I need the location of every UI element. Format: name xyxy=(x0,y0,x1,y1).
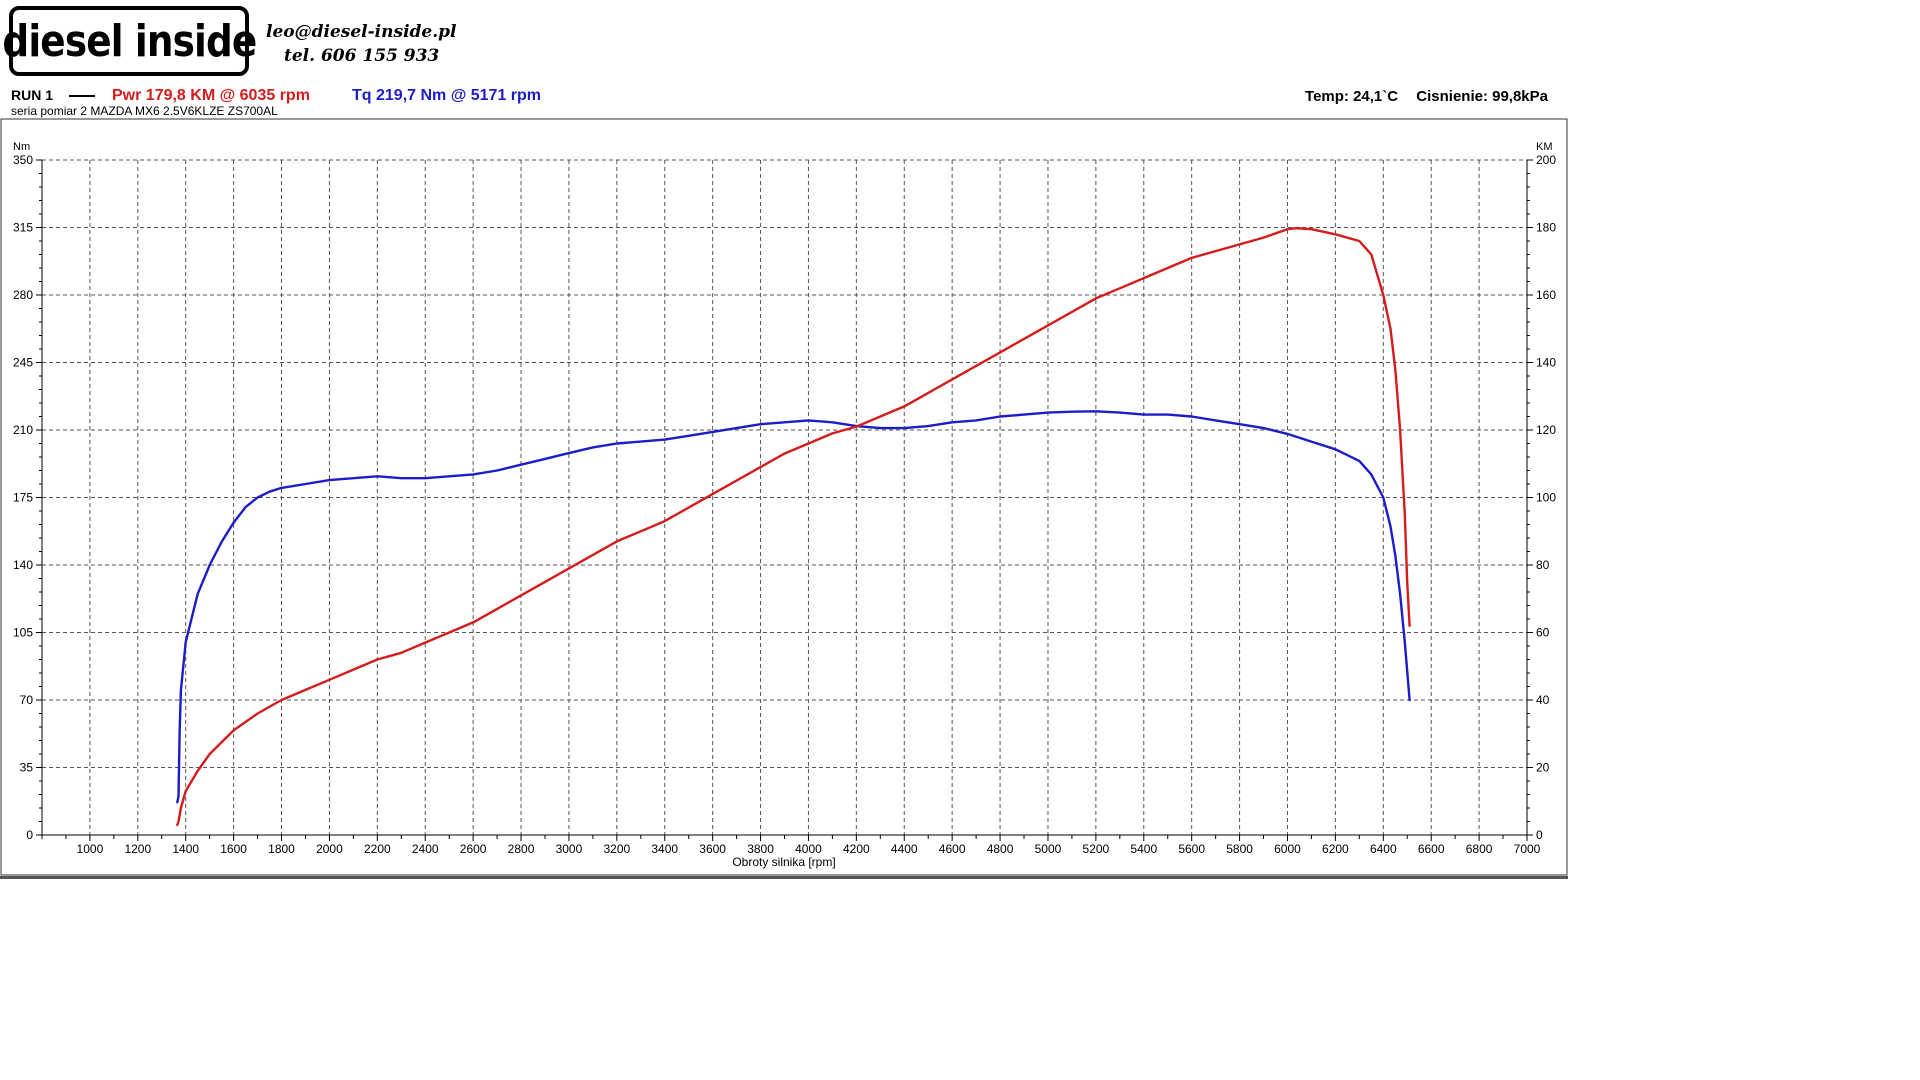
y-tick-label-left: 210 xyxy=(13,423,33,437)
x-tick-label: 3400 xyxy=(651,842,678,856)
x-tick-label: 6800 xyxy=(1466,842,1493,856)
y-tick-label-left: 0 xyxy=(26,828,33,842)
x-tick-label: 1600 xyxy=(220,842,247,856)
bottom-rule xyxy=(0,876,1568,879)
logo-text: diesel inside xyxy=(1,15,257,67)
x-tick-label: 1400 xyxy=(172,842,199,856)
x-tick-label: 1000 xyxy=(77,842,104,856)
y-tick-label-left: 35 xyxy=(20,761,34,775)
y-tick-label-left: 70 xyxy=(20,693,34,707)
x-tick-label: 2000 xyxy=(316,842,343,856)
y-axis-label-right: KM xyxy=(1536,141,1553,153)
power-curve xyxy=(176,227,1411,827)
x-tick-label: 3800 xyxy=(747,842,774,856)
x-tick-label: 1800 xyxy=(268,842,295,856)
chart-grid xyxy=(42,159,1528,835)
x-tick-label: 6000 xyxy=(1274,842,1301,856)
x-tick-label: 2400 xyxy=(412,842,439,856)
logo: diesel inside xyxy=(2,6,257,76)
temperature-readout: Temp: 24,1`C xyxy=(1305,88,1399,105)
contact-info: leo@diesel-inside.pl tel. 606 155 933 xyxy=(266,20,457,68)
y-tick-label-right: 0 xyxy=(1536,828,1543,842)
y-tick-label-left: 140 xyxy=(13,558,33,572)
x-tick-label: 5600 xyxy=(1178,842,1205,856)
y-tick-label-left: 175 xyxy=(13,491,33,505)
y-tick-label-right: 200 xyxy=(1536,153,1556,167)
y-tick-label-right: 40 xyxy=(1536,693,1550,707)
chart-ticks: 1000 1200 1400 1600 1800 2000 2200 2400 2600 2800… xyxy=(13,153,1556,856)
x-tick-label: 4200 xyxy=(843,842,870,856)
x-tick-label: 7000 xyxy=(1514,842,1541,856)
y-tick-label-left: 315 xyxy=(13,221,33,235)
x-tick-label: 1200 xyxy=(124,842,151,856)
dyno-chart: 1000 1200 1400 1600 1800 2000 2200 2400 2600 2800… xyxy=(0,118,1568,876)
y-tick-label-left: 245 xyxy=(13,356,33,370)
y-tick-label-right: 100 xyxy=(1536,491,1556,505)
power-summary: Pwr 179,8 KM @ 6035 rpm xyxy=(112,87,310,104)
x-tick-label: 4800 xyxy=(987,842,1014,856)
x-tick-label: 4000 xyxy=(795,842,822,856)
torque-curve xyxy=(176,410,1411,804)
x-tick-label: 2600 xyxy=(460,842,487,856)
y-tick-label-right: 80 xyxy=(1536,558,1550,572)
pressure-readout: Cisnienie: 99,8kPa xyxy=(1416,88,1548,105)
x-tick-label: 3600 xyxy=(699,842,726,856)
contact-email: leo@diesel-inside.pl xyxy=(266,22,457,42)
x-tick-label: 3000 xyxy=(556,842,583,856)
x-tick-label: 6600 xyxy=(1418,842,1445,856)
y-tick-label-left: 280 xyxy=(13,288,33,302)
measurement-subtitle: seria pomiar 2 MAZDA MX6 2.5V6KLZE ZS700… xyxy=(11,104,278,118)
y-tick-label-right: 20 xyxy=(1536,761,1550,775)
x-tick-label: 5400 xyxy=(1130,842,1157,856)
chart-series xyxy=(176,227,1411,827)
x-tick-label: 2800 xyxy=(508,842,535,856)
y-tick-label-left: 350 xyxy=(13,153,33,167)
contact-phone: tel. 606 155 933 xyxy=(284,46,440,66)
y-tick-label-right: 140 xyxy=(1536,356,1556,370)
x-axis-label: Obroty silnika [rpm] xyxy=(732,855,835,869)
run-legend-line xyxy=(69,95,95,97)
x-tick-label: 6400 xyxy=(1370,842,1397,856)
x-tick-label: 2200 xyxy=(364,842,391,856)
x-tick-label: 3200 xyxy=(603,842,630,856)
y-tick-label-right: 160 xyxy=(1536,288,1556,302)
y-tick-label-right: 180 xyxy=(1536,221,1556,235)
environment-readout: Temp: 24,1`C Cisnienie: 99,8kPa xyxy=(1291,88,1548,105)
y-tick-label-left: 105 xyxy=(13,626,33,640)
y-axis-label-left: Nm xyxy=(13,141,30,153)
torque-summary: Tq 219,7 Nm @ 5171 rpm xyxy=(352,87,542,104)
x-tick-label: 5200 xyxy=(1083,842,1110,856)
x-tick-label: 4600 xyxy=(939,842,966,856)
x-tick-label: 6200 xyxy=(1322,842,1349,856)
y-tick-label-right: 60 xyxy=(1536,626,1550,640)
x-tick-label: 5000 xyxy=(1035,842,1062,856)
x-tick-label: 5800 xyxy=(1226,842,1253,856)
y-tick-label-right: 120 xyxy=(1536,423,1556,437)
run-label: RUN 1 xyxy=(11,87,54,103)
x-tick-label: 4400 xyxy=(891,842,918,856)
